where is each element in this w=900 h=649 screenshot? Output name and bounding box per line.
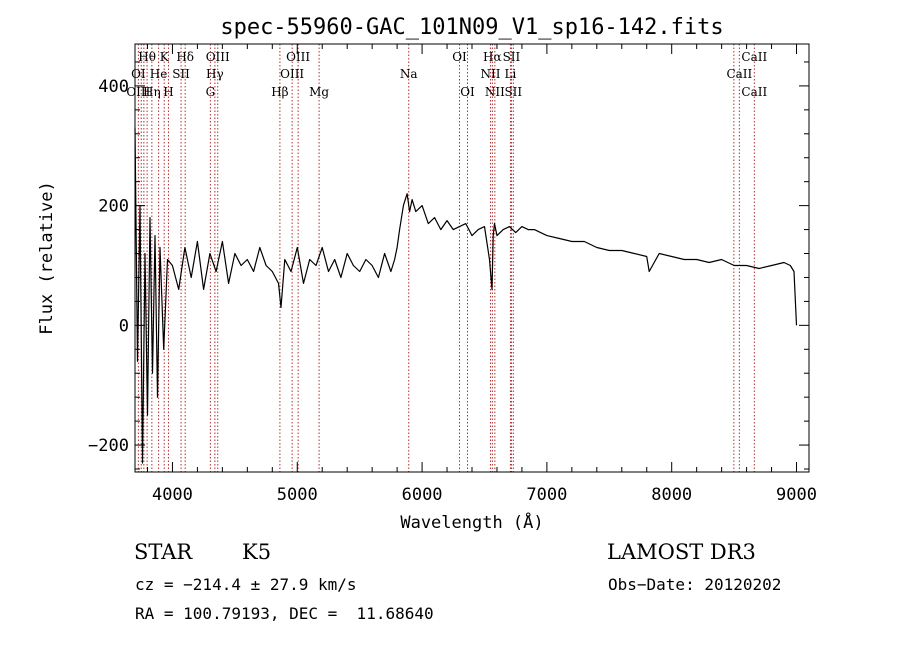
x-axis-label: Wavelength (Å)	[400, 511, 543, 533]
line-markers	[137, 44, 755, 472]
x-axis-ticks: 4000 5000 6000 7000 8000 9000	[146, 44, 817, 505]
line-label-7: SII	[503, 50, 521, 64]
line-label-13: OIII	[280, 67, 304, 81]
line-label-26: SII	[504, 85, 522, 99]
x-tick-label-4: 8000	[651, 485, 692, 505]
line-label-3: OIII	[206, 50, 230, 64]
line-label-2: Hδ	[176, 50, 194, 64]
object-subclass: K5	[242, 540, 272, 564]
x-tick-label-5: 9000	[776, 485, 817, 505]
line-label-14: Na	[400, 67, 418, 81]
line-label-5: OI	[452, 50, 467, 64]
line-label-9: OI	[131, 67, 146, 81]
line-label-11: SII	[172, 67, 190, 81]
line-label-20: H	[163, 85, 173, 99]
line-label-18: OIII	[126, 85, 150, 99]
line-label-17: CaII	[726, 67, 752, 81]
y-axis-ticks: −200 0 200 400	[88, 61, 809, 470]
line-label-10: He	[150, 67, 168, 81]
line-label-24: OI	[460, 85, 475, 99]
line-label-19: Hη	[143, 85, 161, 99]
plot-frame	[134, 43, 810, 473]
redshift-cz: cz = −214.4 ± 27.9 km/s	[135, 575, 357, 594]
line-label-15: NII	[480, 67, 500, 81]
y-tick-label-2: 200	[98, 197, 129, 217]
line-label-21: G	[206, 85, 216, 99]
line-label-4: OIII	[286, 50, 310, 64]
ra-dec: RA = 100.79193, DEC = 11.68640	[135, 604, 434, 623]
x-tick-label-0: 4000	[152, 485, 193, 505]
line-label-8: CaII	[741, 50, 767, 64]
observation-date: Obs−Date: 20120202	[608, 575, 782, 594]
line-label-27: CaII	[741, 85, 767, 99]
y-tick-label-0: −200	[88, 436, 129, 456]
flux-series-line	[134, 127, 798, 464]
x-tick-label-2: 6000	[402, 485, 443, 505]
x-tick-label-1: 5000	[277, 485, 318, 505]
chart-title: spec-55960-GAC_101N09_V1_sp16-142.fits	[220, 15, 723, 40]
line-label-22: Hβ	[271, 85, 288, 99]
y-axis-label: Flux (relative)	[37, 181, 57, 335]
survey-name: LAMOST DR3	[607, 540, 756, 564]
x-tick-label-3: 7000	[526, 485, 567, 505]
line-label-1: K	[160, 50, 170, 64]
object-class: STAR	[134, 540, 193, 564]
line-label-0: Hθ	[138, 50, 156, 64]
line-label-23: Mg	[309, 85, 329, 99]
y-tick-label-1: 0	[119, 316, 129, 336]
line-label-12: Hγ	[206, 67, 224, 81]
line-label-16: Li	[505, 67, 517, 81]
y-tick-label-3: 400	[98, 77, 129, 97]
line-label-25: NII	[485, 85, 505, 99]
line-label-6: Hα	[483, 50, 502, 64]
